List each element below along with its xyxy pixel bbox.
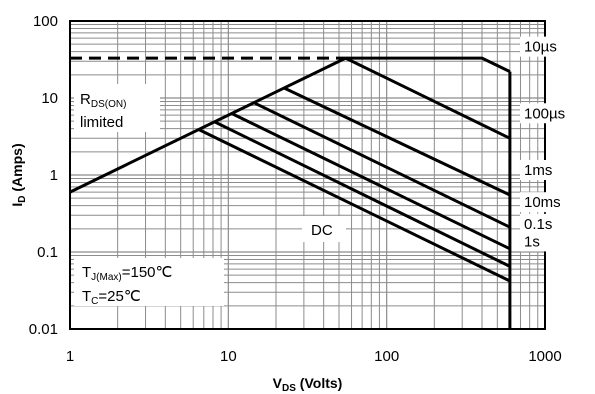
series-label-bg-1s [520,231,547,252]
series-label-1s: 1s [524,233,540,250]
series-lines [69,56,512,329]
y-tick-label: 0.01 [29,321,58,338]
series-label-100us: 100µs [524,105,565,122]
series-line-10ms [253,101,511,229]
rds-on-label: RDS(ON) [80,91,126,110]
series-label-10ms: 10ms [524,194,561,211]
series-label-bg-1ms [520,159,556,180]
series-label-bg-0-1s [520,213,564,234]
annotations: RDS(ON) limited DC TJ(Max)=150℃ TC=25℃ 1… [74,36,573,307]
dc-label-box [302,216,346,242]
y-tick-label: 1 [50,167,58,184]
series-label-bg-10ms [520,192,564,213]
series-line-1ms [283,86,511,197]
series-label-bg-100us [520,103,573,124]
series-line-dc [198,128,511,283]
series-label-bg-10us [520,36,564,57]
tj-max-label: TJ(Max)=150℃ [82,264,172,283]
x-tick-label: 100 [374,348,399,365]
tc-label: TC=25℃ [82,288,141,307]
rds-on-limit-line [69,56,347,194]
x-axis-title: VDS (Volts) [273,375,343,394]
series-label-10us: 10µs [524,39,557,56]
dc-label: DC [311,222,333,239]
series-line-10us [345,56,511,73]
tick-labels: 1 10 100 1000 0.01 0.1 1 10 100 [29,13,562,365]
y-axis-title: ID (Amps) [9,143,28,206]
x-tick-label: 10 [220,348,237,365]
series-line-100us [344,56,511,140]
series-label-1ms: 1ms [524,162,552,179]
y-tick-label: 10 [41,90,58,107]
x-tick-label: 1 [66,348,74,365]
x-tick-label: 1000 [528,348,561,365]
rds-label-box [74,84,160,132]
temperature-label-box [74,258,224,306]
series-line-0-1s [231,112,511,251]
series-label-0-1s: 0.1s [524,216,552,233]
y-tick-label: 100 [33,13,58,30]
y-tick-label: 0.1 [37,244,58,261]
series-line-1s [214,120,511,268]
rds-limited-label: limited [80,114,123,131]
